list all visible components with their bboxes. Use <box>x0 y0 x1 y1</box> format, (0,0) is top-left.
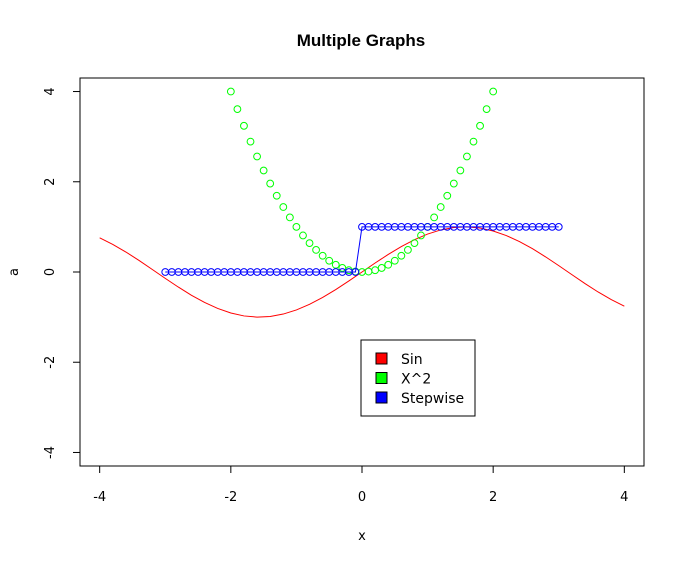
data-point-stepwise <box>554 222 563 231</box>
data-point-x-2 <box>404 245 412 254</box>
y-axis-label: a <box>7 268 22 276</box>
data-point-x-2 <box>318 251 327 260</box>
legend-label-x-2: X^2 <box>401 372 431 388</box>
series-sin <box>99 226 625 318</box>
x-tick-label: 0 <box>358 490 366 505</box>
data-point-x-2 <box>449 179 458 188</box>
data-point-x-2 <box>430 213 439 222</box>
data-point-x-2 <box>443 191 452 200</box>
legend-label-sin: Sin <box>401 352 423 368</box>
data-point-x-2 <box>246 137 255 146</box>
y-tick-label: 4 <box>43 87 58 95</box>
data-point-x-2 <box>436 203 445 211</box>
x-tick-label: -4 <box>93 490 106 505</box>
data-point-x-2 <box>325 256 334 265</box>
x-tick-label: -2 <box>224 490 237 505</box>
series-layer <box>99 87 625 318</box>
data-point-x-2 <box>463 152 471 161</box>
data-point-x-2 <box>299 231 307 240</box>
data-point-x-2 <box>292 222 301 231</box>
y-tick-label: 0 <box>43 268 58 276</box>
data-point-x-2 <box>312 245 320 254</box>
y-tick-label: -4 <box>43 446 58 459</box>
data-point-x-2 <box>331 260 340 269</box>
data-point-x-2 <box>371 266 380 275</box>
legend: Sin X^2 Stepwise <box>360 339 476 417</box>
data-point-x-2 <box>285 213 294 222</box>
data-point-x-2 <box>305 239 314 248</box>
series-x-2 <box>226 87 498 276</box>
data-point-x-2 <box>233 105 242 114</box>
data-point-x-2 <box>226 87 235 96</box>
x-axis-label: x <box>358 529 366 544</box>
y-axis: -4 -2 0 2 4 <box>43 87 81 459</box>
legend-swatch-x-2 <box>375 372 388 384</box>
data-point-x-2 <box>384 260 393 269</box>
data-point-x-2 <box>417 231 425 240</box>
legend-swatch-sin <box>375 352 388 365</box>
data-point-stepwise <box>351 268 360 276</box>
data-point-x-2 <box>456 166 465 175</box>
chart-title: Multiple Graphs <box>297 31 425 50</box>
x-tick-label: 4 <box>620 490 628 505</box>
data-point-x-2 <box>476 121 484 130</box>
legend-label-stepwise: Stepwise <box>401 391 464 407</box>
data-point-x-2 <box>266 179 275 188</box>
data-point-x-2 <box>377 264 386 272</box>
data-point-x-2 <box>482 105 491 114</box>
data-point-x-2 <box>272 191 281 200</box>
data-point-x-2 <box>364 267 373 276</box>
x-axis: -4 -2 0 2 4 <box>93 465 628 505</box>
data-point-x-2 <box>410 239 419 248</box>
y-tick-label: 2 <box>43 178 58 186</box>
data-point-x-2 <box>279 203 288 211</box>
data-point-x-2 <box>240 121 248 130</box>
data-point-x-2 <box>489 87 498 96</box>
y-tick-label: -2 <box>43 356 58 369</box>
data-point-x-2 <box>397 251 406 260</box>
data-point-x-2 <box>469 137 478 146</box>
series-stepwise <box>161 222 563 276</box>
series-line-sin <box>99 226 625 318</box>
data-point-x-2 <box>390 256 399 265</box>
x-tick-label: 2 <box>489 490 497 505</box>
data-point-x-2 <box>253 152 261 161</box>
legend-swatch-stepwise <box>375 391 388 404</box>
data-point-x-2 <box>259 166 268 175</box>
series-line-stepwise <box>165 226 559 273</box>
